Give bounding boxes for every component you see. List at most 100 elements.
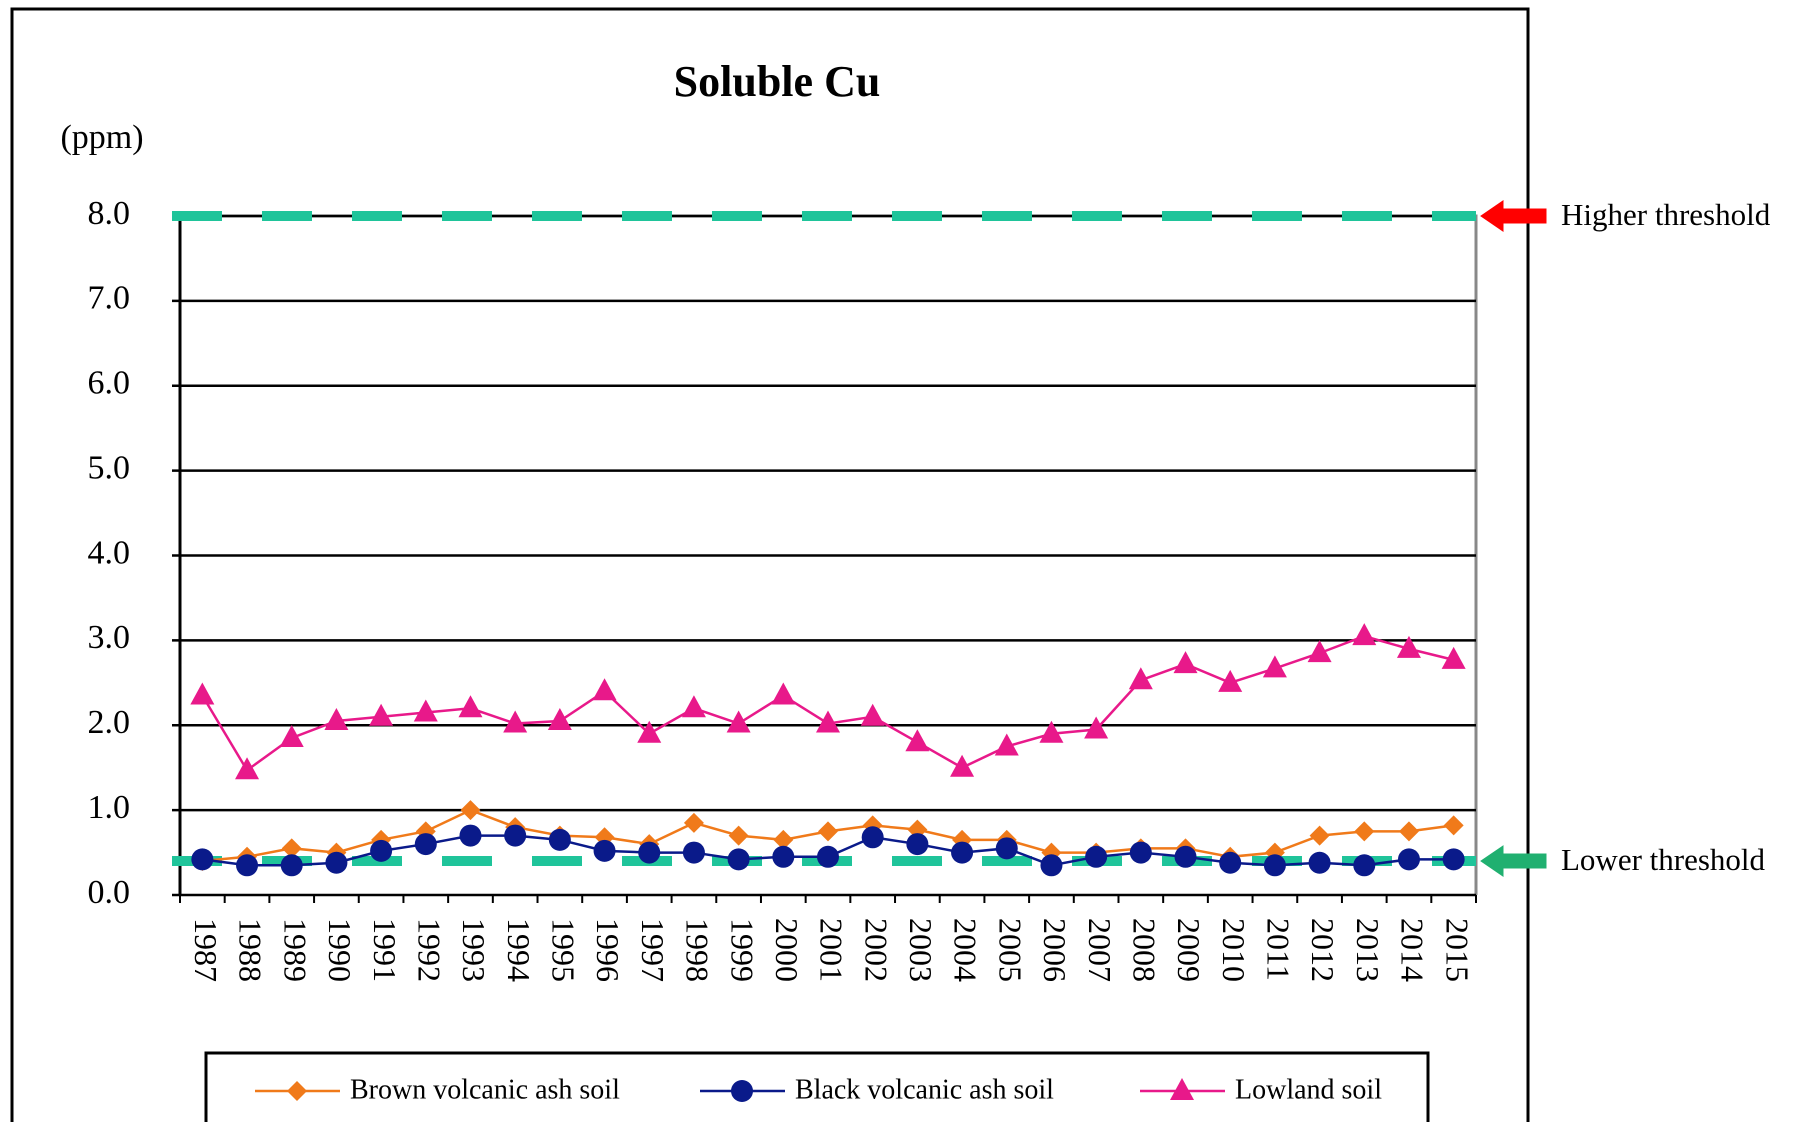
- x-tick-label: 2007: [1082, 918, 1118, 982]
- threshold-label: Higher threshold: [1561, 197, 1771, 232]
- marker: [950, 754, 975, 777]
- x-tick-label: 1997: [635, 918, 671, 982]
- marker: [504, 824, 527, 847]
- marker: [681, 695, 706, 718]
- marker: [1129, 841, 1152, 864]
- marker: [190, 682, 215, 705]
- x-tick-label: 1988: [233, 918, 269, 982]
- x-tick-label: 2014: [1395, 918, 1431, 982]
- marker: [905, 729, 930, 752]
- x-tick-label: 1996: [590, 918, 626, 982]
- marker: [638, 841, 661, 864]
- marker: [503, 710, 528, 733]
- y-tick-label: 6.0: [88, 365, 131, 402]
- marker: [727, 848, 750, 871]
- marker: [1218, 669, 1243, 692]
- marker: [995, 837, 1018, 860]
- marker: [1174, 845, 1197, 868]
- legend-label: Lowland soil: [1235, 1074, 1382, 1105]
- marker: [1441, 646, 1466, 669]
- x-tick-label: 1987: [188, 918, 224, 982]
- marker: [280, 854, 303, 877]
- x-tick-label: 2001: [814, 918, 850, 982]
- marker: [370, 839, 393, 862]
- marker: [728, 825, 749, 846]
- x-tick-label: 2012: [1305, 918, 1341, 982]
- marker: [773, 829, 794, 850]
- marker: [726, 710, 751, 733]
- marker: [1262, 655, 1287, 678]
- marker: [816, 710, 840, 733]
- marker: [1308, 851, 1331, 874]
- marker: [1442, 848, 1465, 871]
- y-axis-label: (ppm): [60, 119, 143, 156]
- threshold-label: Lower threshold: [1561, 842, 1766, 877]
- marker: [547, 708, 572, 731]
- x-tick-label: 1990: [322, 918, 358, 982]
- x-tick-label: 1991: [367, 918, 403, 982]
- marker: [817, 845, 839, 868]
- x-tick-label: 2000: [769, 918, 805, 982]
- marker: [1170, 1078, 1194, 1100]
- threshold-arrow: [1480, 845, 1547, 877]
- marker: [1397, 848, 1420, 871]
- legend-label: Black volcanic ash soil: [795, 1074, 1054, 1105]
- y-tick-label: 8.0: [88, 195, 131, 232]
- y-tick-label: 2.0: [88, 704, 131, 741]
- marker: [994, 733, 1019, 756]
- marker: [235, 757, 260, 780]
- series-line: [201, 634, 1454, 773]
- marker: [324, 708, 349, 731]
- marker: [369, 703, 394, 726]
- x-tick-label: 1998: [680, 918, 716, 982]
- marker: [281, 838, 302, 859]
- marker: [1354, 821, 1375, 842]
- marker: [592, 678, 617, 701]
- legend-box: [204, 1051, 1430, 1122]
- marker: [637, 720, 662, 743]
- marker: [593, 839, 616, 862]
- x-tick-label: 1993: [456, 918, 492, 982]
- threshold-arrow: [1480, 200, 1547, 232]
- x-tick-label: 2013: [1350, 918, 1386, 982]
- x-tick-label: 2006: [1037, 918, 1073, 982]
- marker: [1173, 651, 1198, 674]
- marker: [731, 1080, 753, 1102]
- marker: [458, 695, 483, 718]
- x-tick-label: 2009: [1171, 918, 1207, 982]
- x-tick-label: 1995: [546, 918, 582, 982]
- x-tick-label: 1989: [277, 918, 313, 982]
- y-tick-label: 3.0: [88, 619, 131, 656]
- marker: [279, 724, 304, 747]
- marker: [1219, 851, 1242, 874]
- x-tick-label: 2010: [1216, 918, 1252, 982]
- marker: [287, 1081, 307, 1101]
- marker: [1040, 854, 1063, 877]
- y-tick-label: 7.0: [88, 280, 131, 317]
- x-tick-label: 2005: [992, 918, 1028, 982]
- marker: [414, 833, 437, 856]
- x-tick-label: 2008: [1126, 918, 1162, 982]
- y-tick-label: 5.0: [88, 449, 131, 486]
- x-tick-label: 2004: [948, 918, 984, 982]
- chart-title: Soluble Cu: [674, 57, 881, 106]
- x-tick-label: 1994: [501, 918, 537, 982]
- y-tick-label: 1.0: [88, 789, 131, 826]
- marker: [459, 824, 482, 847]
- marker: [1263, 854, 1286, 877]
- marker: [682, 841, 705, 864]
- marker: [460, 800, 481, 821]
- marker: [1443, 815, 1464, 836]
- marker: [861, 826, 884, 849]
- marker: [1307, 640, 1332, 663]
- marker: [325, 851, 348, 874]
- y-tick-label: 4.0: [88, 534, 131, 571]
- marker: [906, 833, 929, 856]
- legend-label: Brown volcanic ash soil: [350, 1074, 620, 1105]
- y-tick-label: 0.0: [88, 874, 131, 911]
- x-tick-label: 2003: [903, 918, 939, 982]
- marker: [1398, 821, 1419, 842]
- marker: [1085, 845, 1108, 868]
- marker: [818, 821, 838, 842]
